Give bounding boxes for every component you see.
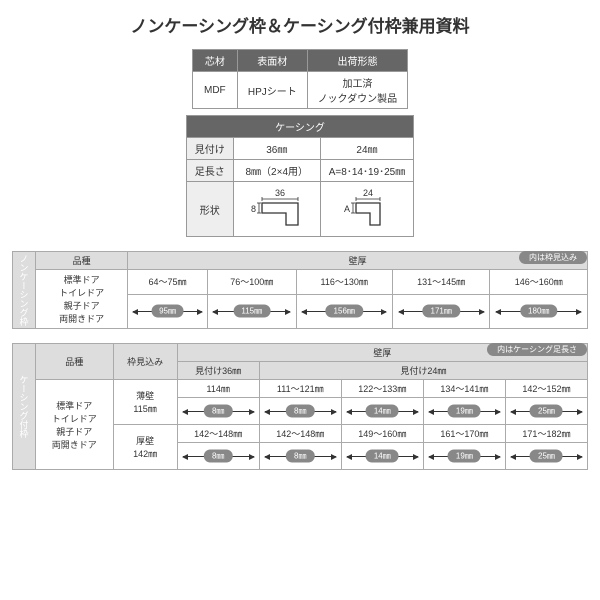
type-item: 両開きドア xyxy=(39,438,110,451)
sub-header: 見付け36㎜ xyxy=(177,362,259,380)
shape-diagram-icon: 36 8 xyxy=(242,188,312,230)
hinshu-header: 品種 xyxy=(36,344,114,380)
casing-cell: 8㎜（2×4用） xyxy=(233,160,320,182)
dim-pill: 171㎜ xyxy=(422,305,459,318)
dim-pill: 180㎜ xyxy=(520,305,557,318)
range-cell: 122～133㎜ xyxy=(341,380,423,398)
spec-header: 出荷形態 xyxy=(307,50,407,72)
wakumikomi-header: 枠見込み xyxy=(113,344,177,380)
casing-row-label: 足長さ xyxy=(186,160,233,182)
dim-pill: 14㎜ xyxy=(366,405,399,418)
page-title: ノンケーシング枠＆ケーシング付枠兼用資料 xyxy=(12,12,588,37)
range-cell: 161～170㎜ xyxy=(423,425,505,443)
range-cell: 142～148㎜ xyxy=(259,425,341,443)
range-cell: 171～182㎜ xyxy=(505,425,587,443)
type-item: 標準ドア xyxy=(39,273,124,286)
dim-cell: 8㎜ xyxy=(177,398,259,425)
spec-cell: 加工済 ノックダウン製品 xyxy=(307,72,407,109)
shape-cell: 24 A xyxy=(320,182,413,237)
casing-row-label: 見付け xyxy=(186,138,233,160)
dim-pill: 95㎜ xyxy=(151,305,184,318)
hinshu-header: 品種 xyxy=(36,252,128,270)
range-cell: 142～152㎜ xyxy=(505,380,587,398)
svg-text:8: 8 xyxy=(251,204,256,214)
dim-pill: 19㎜ xyxy=(448,405,481,418)
casingframe-vlabel: ケーシング付枠 xyxy=(13,344,36,470)
range-cell: 149～160㎜ xyxy=(341,425,423,443)
dim-pill: 8㎜ xyxy=(286,405,314,418)
spec-cell: MDF xyxy=(192,72,237,109)
wall-type: 厚壁 142㎜ xyxy=(113,425,177,470)
range-cell: 111～121㎜ xyxy=(259,380,341,398)
range-cell: 142～148㎜ xyxy=(177,425,259,443)
spec-header: 表面材 xyxy=(237,50,307,72)
dim-pill: 156㎜ xyxy=(326,305,363,318)
dim-cell: 14㎜ xyxy=(341,443,423,470)
svg-text:24: 24 xyxy=(363,188,373,198)
noncasing-vlabel: ノンケーシング枠 xyxy=(13,252,36,329)
dim-cell: 171㎜ xyxy=(392,294,490,328)
noncasing-table: ノンケーシング枠 品種 壁厚 内は枠見込み 標準ドア トイレドア 親子ドア 両開… xyxy=(12,251,588,329)
spec-cell: HPJシート xyxy=(237,72,307,109)
dim-pill: 8㎜ xyxy=(204,450,232,463)
type-item: 両開きドア xyxy=(39,312,124,325)
dim-cell: 14㎜ xyxy=(341,398,423,425)
note-pill: 内は枠見込み xyxy=(519,251,587,264)
dim-cell: 115㎜ xyxy=(207,294,296,328)
casing-cell: 36㎜ xyxy=(233,138,320,160)
casingframe-table: ケーシング付枠 品種 枠見込み 壁厚 内はケーシング足長さ 見付け36㎜ 見付け… xyxy=(12,343,588,470)
wall-header: 壁厚 内は枠見込み xyxy=(128,252,588,270)
type-item: 標準ドア xyxy=(39,399,110,412)
wall-header-label: 壁厚 xyxy=(373,348,391,358)
dim-pill: 8㎜ xyxy=(286,450,314,463)
dim-pill: 14㎜ xyxy=(366,450,399,463)
dim-cell: 19㎜ xyxy=(423,398,505,425)
range-cell: 64～75㎜ xyxy=(128,270,208,295)
dim-cell: 19㎜ xyxy=(423,443,505,470)
shape-diagram-icon: 24 A xyxy=(332,188,402,230)
wall-header-label: 壁厚 xyxy=(349,256,367,266)
type-item: 親子ドア xyxy=(39,299,124,312)
shape-cell: 36 8 xyxy=(233,182,320,237)
dim-cell: 25㎜ xyxy=(505,398,587,425)
range-cell: 131～145㎜ xyxy=(392,270,490,295)
casing-cell: A=8･14･19･25㎜ xyxy=(320,160,413,182)
dim-cell: 180㎜ xyxy=(490,294,588,328)
casing-row-label: 形状 xyxy=(186,182,233,237)
range-cell: 76～100㎜ xyxy=(207,270,296,295)
svg-text:36: 36 xyxy=(275,188,285,198)
casing-cell: 24㎜ xyxy=(320,138,413,160)
dim-cell: 25㎜ xyxy=(505,443,587,470)
svg-text:A: A xyxy=(344,204,350,214)
dim-pill: 8㎜ xyxy=(204,405,232,418)
type-list: 標準ドア トイレドア 親子ドア 両開きドア xyxy=(36,270,128,329)
range-cell: 114㎜ xyxy=(177,380,259,398)
dim-pill: 25㎜ xyxy=(530,405,563,418)
type-item: トイレドア xyxy=(39,286,124,299)
note-pill: 内はケーシング足長さ xyxy=(487,343,587,356)
spec-table: 芯材 表面材 出荷形態 MDF HPJシート 加工済 ノックダウン製品 xyxy=(192,49,408,109)
casing-title: ケーシング xyxy=(186,116,413,138)
sub-header: 見付け24㎜ xyxy=(259,362,587,380)
range-cell: 134～141㎜ xyxy=(423,380,505,398)
range-cell: 146～160㎜ xyxy=(490,270,588,295)
dim-cell: 156㎜ xyxy=(296,294,392,328)
dim-cell: 8㎜ xyxy=(259,398,341,425)
type-item: トイレドア xyxy=(39,412,110,425)
dim-pill: 115㎜ xyxy=(233,305,270,318)
casing-table: ケーシング 見付け 36㎜ 24㎜ 足長さ 8㎜（2×4用） A=8･14･19… xyxy=(186,115,414,237)
dim-cell: 8㎜ xyxy=(177,443,259,470)
type-item: 親子ドア xyxy=(39,425,110,438)
dim-pill: 25㎜ xyxy=(530,450,563,463)
type-list: 標準ドア トイレドア 親子ドア 両開きドア xyxy=(36,380,114,470)
wall-type: 薄壁 115㎜ xyxy=(113,380,177,425)
range-cell: 116～130㎜ xyxy=(296,270,392,295)
dim-pill: 19㎜ xyxy=(448,450,481,463)
dim-cell: 8㎜ xyxy=(259,443,341,470)
wall-header: 壁厚 内はケーシング足長さ xyxy=(177,344,587,362)
dim-cell: 95㎜ xyxy=(128,294,208,328)
spec-header: 芯材 xyxy=(192,50,237,72)
